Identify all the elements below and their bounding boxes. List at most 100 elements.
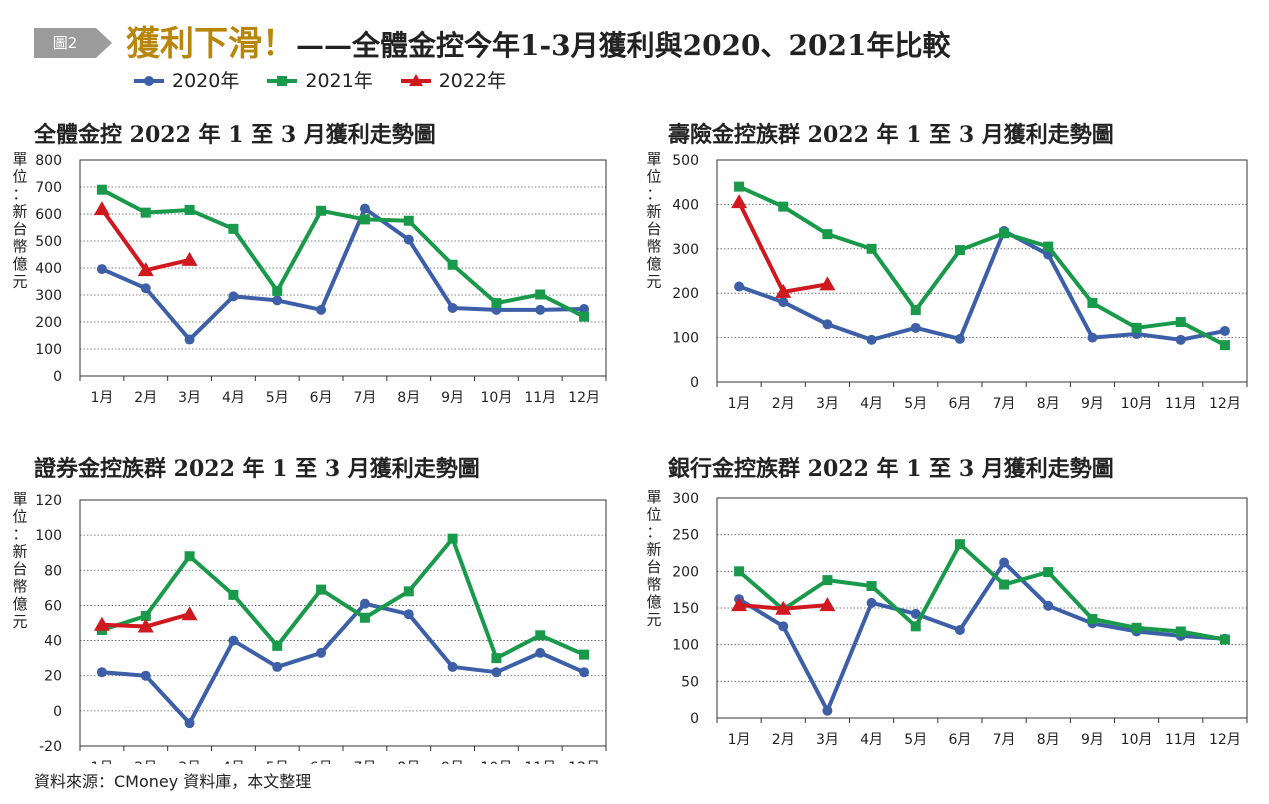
data-point: [579, 649, 590, 660]
series-line: [100, 207, 191, 273]
y-axis-label-char: 單: [12, 150, 27, 168]
series-2021年: [96, 184, 590, 322]
y-axis-label-char: 億: [12, 255, 27, 273]
figure-header: 圖2 獲利下滑！——全體金控今年1-3月獲利與2020、2021年比較 2020…: [0, 0, 1269, 100]
y-axis-label-char: 億: [646, 593, 661, 611]
data-point: [181, 251, 198, 266]
data-point: [316, 647, 327, 658]
y-tick-label: 20: [44, 669, 62, 685]
series-2022年: [731, 597, 836, 615]
data-point: [93, 201, 110, 216]
x-tick-label: 12月: [568, 390, 600, 406]
data-point: [359, 214, 370, 225]
data-point: [822, 705, 833, 716]
data-point: [954, 539, 965, 550]
legend-label: 2020年: [172, 70, 240, 92]
data-point: [228, 589, 239, 600]
data-point: [731, 194, 748, 209]
y-tick-label: 800: [35, 153, 62, 169]
data-point: [184, 334, 195, 345]
x-tick-label: 12月: [1209, 396, 1241, 412]
x-tick-label: 9月: [441, 390, 464, 406]
data-point: [731, 597, 748, 612]
data-point: [535, 647, 546, 658]
y-axis-label-char: 元: [12, 273, 27, 291]
x-tick-label: 4月: [222, 760, 245, 764]
x-tick-label: 5月: [266, 390, 289, 406]
data-point: [316, 304, 327, 315]
data-point: [999, 579, 1010, 590]
data-point: [1043, 600, 1054, 611]
y-axis-label-char: ：: [646, 523, 661, 541]
x-tick-label: 3月: [178, 390, 201, 406]
legend-label: 2022年: [438, 70, 507, 92]
data-point: [491, 667, 502, 678]
data-point: [819, 597, 836, 612]
y-axis-label-char: 元: [646, 611, 661, 629]
data-point: [535, 630, 546, 641]
series-line: [737, 542, 1226, 642]
data-point: [579, 304, 590, 315]
data-point: [1087, 614, 1098, 624]
legend: 2020年 2021年 2022年: [132, 68, 532, 94]
x-tick-label: 11月: [1165, 396, 1197, 412]
y-axis-label-char: 單: [12, 490, 27, 508]
x-tick-label: 8月: [1037, 396, 1060, 412]
data-source-note: 資料來源：CMoney 資料庫，本文整理: [34, 772, 312, 791]
y-tick-label: 50: [681, 674, 699, 690]
x-tick-label: 4月: [860, 396, 883, 412]
y-tick-label: 60: [44, 598, 62, 614]
data-point: [228, 291, 239, 302]
data-point: [403, 215, 414, 226]
data-point: [778, 297, 789, 308]
y-tick-label: 200: [672, 564, 699, 580]
y-axis-label-char: 新: [12, 203, 27, 221]
x-tick-label: 8月: [397, 760, 420, 764]
x-tick-label: 6月: [948, 396, 971, 412]
y-tick-label: 100: [672, 638, 699, 654]
data-point: [1219, 325, 1230, 336]
series-2021年: [734, 181, 1230, 351]
data-point: [184, 204, 195, 215]
series-2021年: [734, 539, 1230, 645]
series-line: [738, 560, 1226, 713]
data-point: [910, 305, 921, 316]
x-tick-label: 9月: [1081, 396, 1104, 412]
data-point: [403, 234, 414, 245]
y-tick-label: 250: [672, 528, 699, 544]
data-point: [866, 334, 877, 345]
x-tick-label: 1月: [728, 732, 751, 748]
series-2020年: [96, 598, 590, 729]
data-point: [447, 533, 458, 544]
data-point: [140, 670, 151, 681]
tag-box: [34, 28, 96, 58]
y-axis-label-char: 位: [646, 506, 661, 524]
data-point: [96, 184, 107, 195]
data-point: [1087, 297, 1098, 308]
data-point: [579, 667, 590, 678]
legend-marker: [277, 76, 288, 86]
y-axis-label-char: 幣: [646, 238, 661, 256]
x-tick-label: 10月: [481, 390, 513, 406]
x-tick-label: 2月: [772, 732, 795, 748]
legend-item-1: 2021年: [265, 68, 373, 94]
data-point: [272, 640, 283, 651]
data-point: [1219, 634, 1230, 645]
y-tick-label: 500: [35, 234, 62, 250]
x-tick-label: 3月: [816, 732, 839, 748]
data-point: [140, 283, 151, 294]
y-axis-label-char: ：: [646, 185, 661, 203]
legend-item-2: 2022年: [399, 68, 506, 94]
data-point: [535, 304, 546, 315]
data-point: [181, 606, 198, 621]
x-tick-label: 7月: [993, 732, 1016, 748]
y-tick-label: 400: [35, 261, 62, 277]
data-point: [822, 319, 833, 330]
series-line: [101, 601, 585, 726]
data-point: [866, 243, 877, 254]
data-point: [140, 610, 151, 621]
x-tick-label: 9月: [441, 760, 464, 764]
